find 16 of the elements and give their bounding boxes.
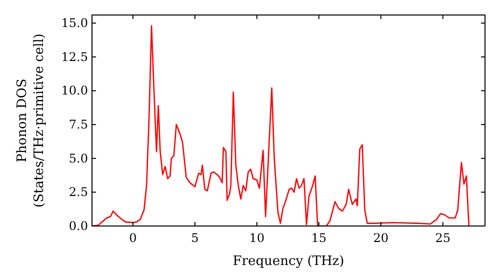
- x-tick-label: 20: [373, 231, 388, 245]
- x-axis-title: Frequency (THz): [232, 254, 344, 269]
- x-tick-label: 15: [311, 231, 327, 245]
- y-axis-title: Phonon DOS (States/THz·primitive cell): [15, 33, 47, 208]
- x-tick-label: 25: [435, 231, 450, 245]
- y-tick-label: 15.0: [61, 16, 88, 30]
- y-tick-label: 7.5: [68, 118, 88, 132]
- x-tick-label: 0: [129, 231, 137, 245]
- y-tick-label: 2.5: [68, 185, 88, 200]
- y-tick-label: 5.0: [68, 151, 88, 166]
- line-series: [92, 25, 470, 226]
- y-tick-label: 0.0: [68, 219, 88, 233]
- y-tick-label: 12.5: [61, 50, 88, 64]
- y-tick-label: 10.0: [61, 84, 88, 98]
- x-tick-label: 5: [191, 231, 199, 245]
- x-tick-label: 10: [249, 231, 265, 245]
